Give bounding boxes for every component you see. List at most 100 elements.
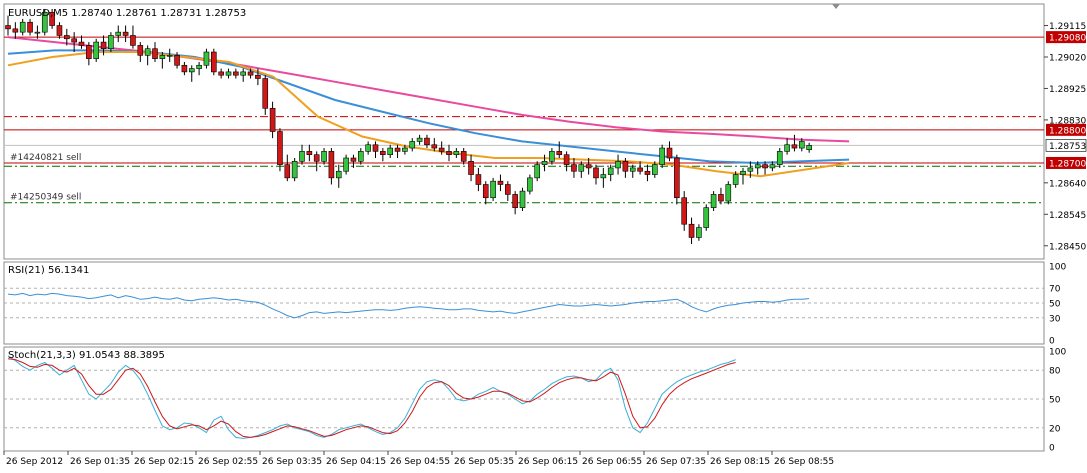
candle-body[interactable] bbox=[409, 141, 416, 149]
candle-body[interactable] bbox=[806, 145, 812, 151]
candle-body[interactable] bbox=[152, 48, 158, 59]
candle-body[interactable] bbox=[78, 41, 85, 46]
candle-body[interactable] bbox=[571, 164, 577, 172]
candle-body[interactable] bbox=[394, 147, 401, 152]
candle-body[interactable] bbox=[159, 55, 166, 59]
candle-body[interactable] bbox=[313, 154, 320, 162]
candle-body[interactable] bbox=[196, 64, 202, 69]
candle-body[interactable] bbox=[519, 190, 526, 208]
candle-body[interactable] bbox=[527, 177, 533, 192]
candle-body[interactable] bbox=[776, 151, 783, 165]
candle-body[interactable] bbox=[747, 167, 754, 172]
candle-body[interactable] bbox=[225, 71, 232, 76]
candle-body[interactable] bbox=[130, 35, 136, 46]
candle-body[interactable] bbox=[585, 164, 592, 169]
candle-body[interactable] bbox=[754, 164, 761, 169]
candle-body[interactable] bbox=[240, 71, 246, 76]
candle-body[interactable] bbox=[710, 194, 717, 208]
candle-body[interactable] bbox=[504, 184, 511, 195]
candle-body[interactable] bbox=[556, 151, 563, 155]
candle-body[interactable] bbox=[86, 45, 92, 59]
candle-body[interactable] bbox=[688, 223, 695, 238]
candle-body[interactable] bbox=[563, 154, 570, 165]
candle-body[interactable] bbox=[725, 184, 732, 202]
candle-body[interactable] bbox=[740, 170, 746, 175]
candle-body[interactable] bbox=[615, 161, 621, 169]
candle-body[interactable] bbox=[365, 144, 371, 152]
candle-body[interactable] bbox=[512, 194, 518, 208]
candle-body[interactable] bbox=[607, 167, 614, 175]
chart-shift-marker-icon[interactable] bbox=[832, 4, 840, 9]
candle-body[interactable] bbox=[460, 151, 467, 162]
candle-body[interactable] bbox=[174, 55, 180, 66]
candle-body[interactable] bbox=[651, 164, 658, 175]
candle-body[interactable] bbox=[19, 21, 26, 33]
candle-body[interactable] bbox=[791, 144, 798, 149]
candle-body[interactable] bbox=[27, 21, 33, 33]
candle-body[interactable] bbox=[438, 147, 445, 152]
candle-body[interactable] bbox=[475, 174, 482, 185]
candle-body[interactable] bbox=[674, 157, 680, 199]
candle-body[interactable] bbox=[402, 147, 408, 152]
candle-body[interactable] bbox=[659, 147, 665, 165]
candle-body[interactable] bbox=[262, 78, 269, 109]
candle-body[interactable] bbox=[490, 180, 496, 199]
candle-body[interactable] bbox=[696, 227, 702, 238]
candle-body[interactable] bbox=[71, 38, 77, 43]
candle-body[interactable] bbox=[188, 68, 195, 73]
candle-body[interactable] bbox=[93, 41, 99, 59]
candle-body[interactable] bbox=[453, 151, 460, 155]
candle-body[interactable] bbox=[321, 151, 327, 162]
candle-body[interactable] bbox=[203, 51, 210, 66]
candle-body[interactable] bbox=[644, 170, 651, 175]
candle-body[interactable] bbox=[137, 45, 144, 56]
candle-body[interactable] bbox=[482, 184, 489, 199]
candle-body[interactable] bbox=[166, 55, 173, 57]
candle-body[interactable] bbox=[784, 144, 790, 152]
candle-body[interactable] bbox=[424, 137, 430, 146]
candle-body[interactable] bbox=[181, 64, 188, 73]
candle-body[interactable] bbox=[732, 174, 739, 185]
candle-body[interactable] bbox=[115, 31, 122, 36]
candle-body[interactable] bbox=[350, 157, 357, 162]
candle-body[interactable] bbox=[34, 31, 41, 34]
candle-body[interactable] bbox=[64, 35, 70, 40]
candle-body[interactable] bbox=[593, 167, 599, 179]
candle-body[interactable] bbox=[666, 147, 673, 159]
candle-body[interactable] bbox=[578, 164, 585, 172]
candle-body[interactable] bbox=[637, 167, 643, 172]
candle-body[interactable] bbox=[122, 31, 129, 36]
candle-body[interactable] bbox=[108, 35, 114, 50]
candle-body[interactable] bbox=[468, 161, 474, 175]
candle-body[interactable] bbox=[211, 51, 217, 73]
candle-body[interactable] bbox=[247, 71, 254, 76]
candle-body[interactable] bbox=[299, 151, 305, 162]
candle-body[interactable] bbox=[255, 74, 261, 79]
candle-body[interactable] bbox=[541, 161, 548, 165]
candle-body[interactable] bbox=[629, 167, 636, 172]
candle-body[interactable] bbox=[416, 137, 423, 142]
candle-body[interactable] bbox=[798, 141, 805, 149]
candle-body[interactable] bbox=[622, 161, 629, 172]
candle-body[interactable] bbox=[306, 151, 313, 155]
candle-body[interactable] bbox=[762, 164, 768, 169]
candle-body[interactable] bbox=[446, 151, 452, 155]
candle-body[interactable] bbox=[372, 144, 379, 152]
candle-body[interactable] bbox=[49, 11, 55, 26]
candle-body[interactable] bbox=[56, 25, 63, 36]
candle-body[interactable] bbox=[41, 11, 48, 33]
candle-body[interactable] bbox=[718, 194, 724, 202]
candle-body[interactable] bbox=[335, 170, 342, 179]
candle-body[interactable] bbox=[218, 71, 224, 76]
candle-body[interactable] bbox=[380, 151, 386, 155]
candle-body[interactable] bbox=[284, 164, 291, 179]
candle-body[interactable] bbox=[291, 161, 298, 179]
candle-body[interactable] bbox=[703, 207, 710, 228]
candle-body[interactable] bbox=[144, 48, 151, 56]
candle-body[interactable] bbox=[534, 164, 541, 179]
candle-body[interactable] bbox=[357, 151, 364, 162]
candle-body[interactable] bbox=[549, 151, 555, 162]
candle-body[interactable] bbox=[100, 41, 107, 50]
candle-body[interactable] bbox=[600, 174, 607, 179]
